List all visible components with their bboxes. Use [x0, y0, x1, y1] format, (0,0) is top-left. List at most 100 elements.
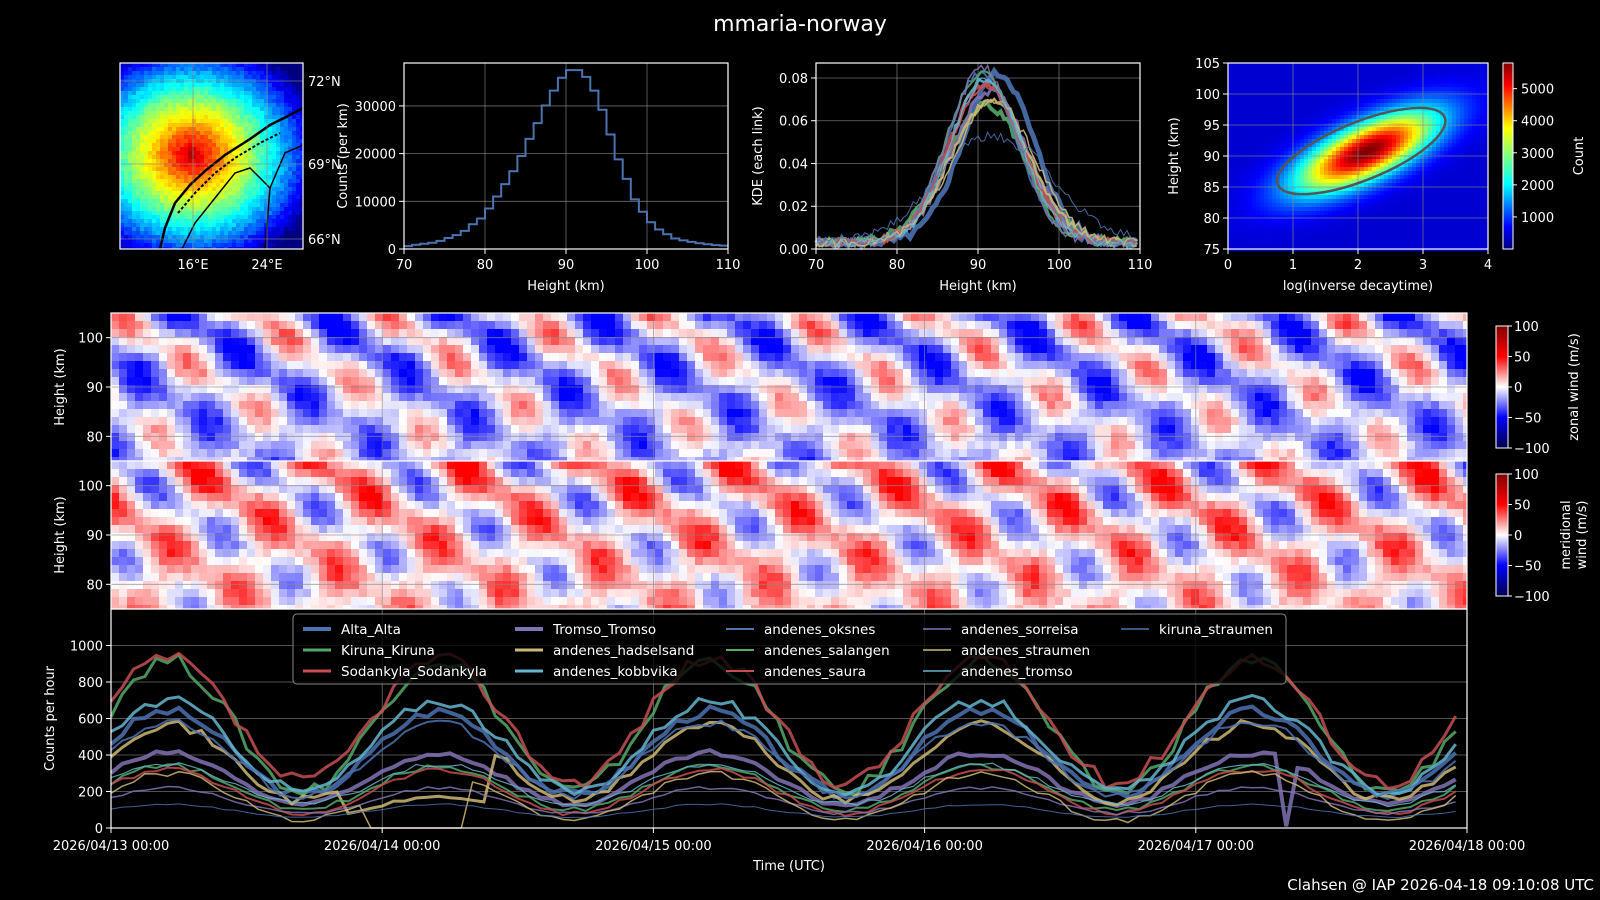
density-cell — [1432, 63, 1437, 68]
density-cell — [1408, 199, 1413, 204]
density-cell — [1340, 67, 1345, 72]
map-cell — [200, 103, 205, 108]
density-cell — [1452, 147, 1457, 152]
map-cell — [228, 247, 233, 249]
map-cell — [156, 127, 161, 132]
density-cell — [1272, 223, 1277, 228]
density-cell — [1256, 243, 1261, 248]
map-cell — [216, 131, 221, 136]
map-cell — [156, 131, 161, 136]
density-cell — [1324, 139, 1329, 144]
map-cell — [156, 239, 161, 244]
density-cell — [1436, 159, 1441, 164]
density-cell — [1236, 183, 1241, 188]
map-cell — [280, 103, 285, 108]
density-cell — [1428, 99, 1433, 104]
density-cell — [1408, 211, 1413, 216]
map-cell — [288, 239, 293, 244]
density-cell — [1376, 211, 1381, 216]
map-cell — [276, 87, 281, 92]
density-cell — [1280, 147, 1285, 152]
map-cell — [248, 111, 253, 116]
map-cell — [236, 147, 241, 152]
density-cell — [1368, 231, 1373, 236]
density-cell — [1328, 211, 1333, 216]
map-cell — [268, 75, 273, 80]
density-cell — [1260, 111, 1265, 116]
density-cell — [1408, 175, 1413, 180]
map-cell — [192, 151, 197, 156]
density-cell — [1420, 171, 1425, 176]
density-cell — [1428, 111, 1433, 116]
density-cell — [1296, 215, 1301, 220]
density-cell — [1304, 111, 1309, 116]
density-cell — [1340, 183, 1345, 188]
map-cell — [264, 215, 269, 220]
map-cell — [216, 235, 221, 240]
density-cell — [1412, 83, 1417, 88]
density-cell — [1412, 99, 1417, 104]
map-cell — [192, 91, 197, 96]
map-cell — [240, 151, 245, 156]
map-cell — [212, 223, 217, 228]
map-cell — [268, 203, 273, 208]
density-cell — [1360, 243, 1365, 248]
density-cell — [1312, 71, 1317, 76]
density-cell — [1380, 107, 1385, 112]
density-cell — [1300, 103, 1305, 108]
density-cell — [1228, 243, 1233, 248]
map-cell — [208, 83, 213, 88]
map-cell — [152, 203, 157, 208]
map-cell — [140, 223, 145, 228]
map-cell — [260, 143, 265, 148]
density-cell — [1264, 171, 1269, 176]
density-cell — [1376, 239, 1381, 244]
map-cell — [124, 123, 129, 128]
density-cell — [1400, 215, 1405, 220]
map-cell — [204, 95, 209, 100]
density-cell — [1448, 119, 1453, 124]
map-cell — [264, 191, 269, 196]
density-cell — [1232, 203, 1237, 208]
density-cell — [1396, 91, 1401, 96]
map-cell — [288, 115, 293, 120]
density-cell — [1420, 243, 1425, 248]
map-cell — [236, 203, 241, 208]
density-cell — [1368, 147, 1373, 152]
map-cell — [252, 143, 257, 148]
map-cell — [140, 143, 145, 148]
density-cell — [1344, 95, 1349, 100]
density-cell — [1228, 115, 1233, 120]
density-cell — [1348, 143, 1353, 148]
density-cell — [1456, 227, 1461, 232]
map-cell — [168, 99, 173, 104]
density-cell — [1372, 239, 1377, 244]
density-cell — [1376, 159, 1381, 164]
map-cell — [256, 239, 261, 244]
density-cell — [1364, 155, 1369, 160]
map-cell — [180, 107, 185, 112]
density-cell — [1376, 167, 1381, 172]
density-cell — [1416, 75, 1421, 80]
map-cell — [160, 187, 165, 192]
map-cell — [292, 195, 297, 200]
map-cell — [240, 71, 245, 76]
density-cell — [1228, 63, 1233, 68]
density-cell — [1312, 179, 1317, 184]
kde-y-tick: 0.08 — [779, 72, 808, 87]
density-cell — [1264, 227, 1269, 232]
density-cell — [1240, 79, 1245, 84]
map-cell — [176, 223, 181, 228]
map-cell — [156, 135, 161, 140]
density-cell — [1412, 219, 1417, 224]
density-cell — [1280, 131, 1285, 136]
map-cell — [288, 163, 293, 168]
map-cell — [136, 199, 141, 204]
map-cell — [228, 191, 233, 196]
density-cell — [1268, 215, 1273, 220]
map-cell — [212, 119, 217, 124]
map-cell — [212, 207, 217, 212]
density-cell — [1308, 215, 1313, 220]
density-cell — [1320, 119, 1325, 124]
density-cell — [1452, 63, 1457, 68]
